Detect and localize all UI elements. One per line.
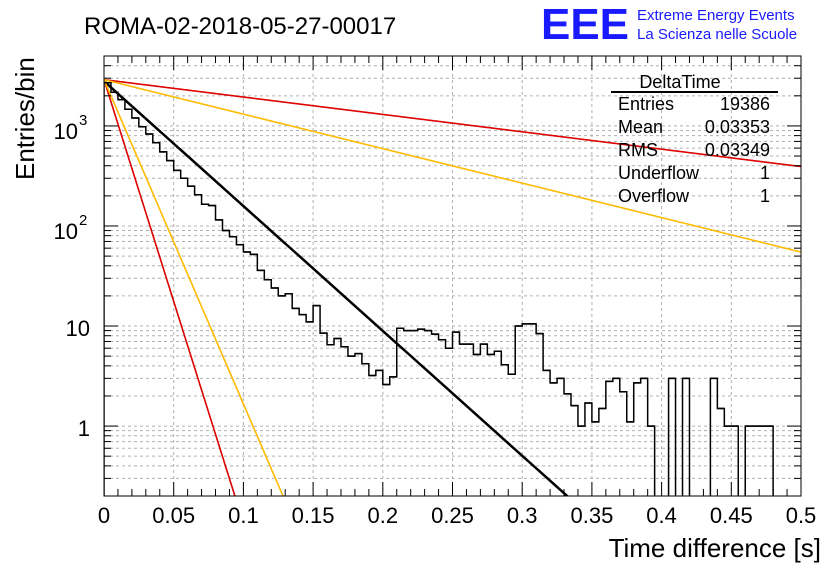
x-tick-label: 0 bbox=[98, 503, 110, 528]
y-tick-label: 1 bbox=[78, 416, 90, 441]
histogram bbox=[104, 82, 774, 496]
chart-title: ROMA-02-2018-05-27-00017 bbox=[84, 13, 396, 40]
x-tick-label: 0.3 bbox=[507, 503, 538, 528]
y-tick-label: 10 bbox=[54, 119, 78, 144]
x-tick-label: 0.5 bbox=[786, 503, 817, 528]
x-tick-label: 0.25 bbox=[431, 503, 474, 528]
curve-orange-shallow bbox=[104, 78, 801, 253]
stats-row-value: 19386 bbox=[720, 94, 770, 114]
stats-row-label: RMS bbox=[618, 140, 658, 160]
x-tick-label: 0.2 bbox=[368, 503, 399, 528]
stats-row-value: 0.03349 bbox=[705, 140, 770, 160]
stats-box: DeltaTime Entries 19386 Mean 0.03353 RMS 0.03… bbox=[611, 72, 778, 206]
stats-row-label: Overflow bbox=[618, 186, 690, 206]
stats-rows: Entries 19386 Mean 0.03353 RMS 0.03349Underfl… bbox=[618, 94, 770, 206]
axis-ticks bbox=[103, 56, 802, 496]
curve-fit bbox=[104, 80, 570, 496]
stats-row-value: 1 bbox=[760, 186, 770, 206]
y-axis-label: Entries/bin bbox=[10, 57, 40, 180]
x-axis-label: Time difference [s] bbox=[609, 533, 821, 563]
curves bbox=[104, 78, 801, 496]
logo-line-1: Extreme Energy Events bbox=[637, 7, 795, 24]
stats-row-label: Entries bbox=[618, 94, 674, 114]
tick-labels: 0 0.05 0.1 0.15 0.2 0.25 0.3 0.35 0.4 0.45 0.5 1 10 1… bbox=[54, 112, 817, 528]
x-tick-label: 0.15 bbox=[292, 503, 335, 528]
curve-red-shallow bbox=[104, 78, 801, 168]
y-tick-label: 10 bbox=[66, 316, 90, 341]
x-tick-label: 0.1 bbox=[228, 503, 259, 528]
curve-red-steep bbox=[104, 79, 236, 496]
y-tick-label: 10 bbox=[54, 219, 78, 244]
eee-logo-mark: EEE bbox=[541, 0, 629, 49]
y-tick-exponent: 2 bbox=[79, 212, 87, 229]
stats-row-value: 1 bbox=[760, 163, 770, 183]
y-tick-exponent: 3 bbox=[79, 112, 87, 129]
stats-row-label: Mean bbox=[618, 117, 663, 137]
x-tick-label: 0.05 bbox=[152, 503, 195, 528]
x-tick-label: 0.35 bbox=[570, 503, 613, 528]
stats-title: DeltaTime bbox=[639, 72, 720, 92]
stats-row-value: 0.03353 bbox=[705, 117, 770, 137]
x-tick-label: 0.45 bbox=[710, 503, 753, 528]
stats-row-label: Underflow bbox=[618, 163, 700, 183]
logo-line-2: La Scienza nelle Scuole bbox=[637, 26, 797, 43]
curve-orange-steep bbox=[104, 79, 284, 496]
x-tick-label: 0.4 bbox=[646, 503, 677, 528]
